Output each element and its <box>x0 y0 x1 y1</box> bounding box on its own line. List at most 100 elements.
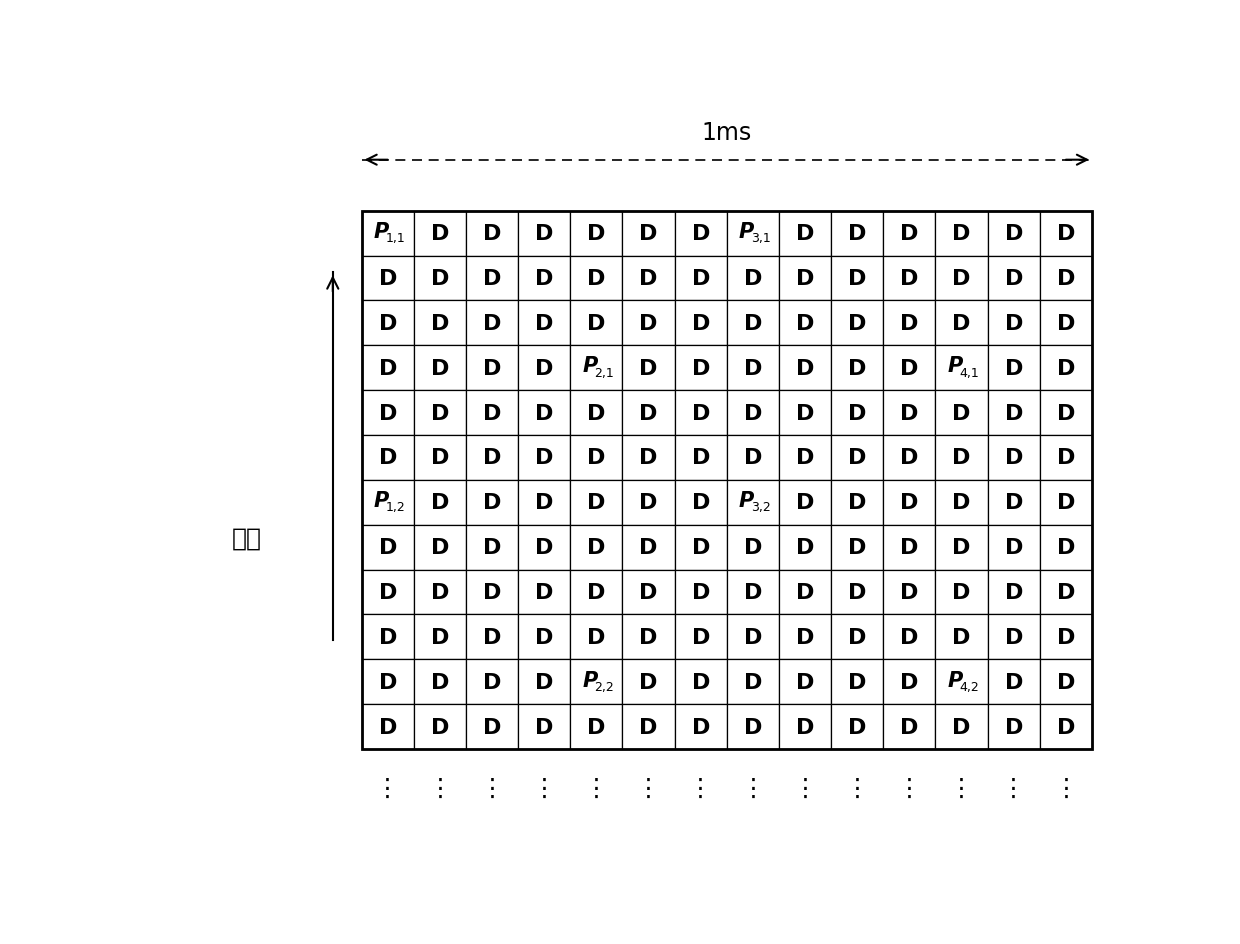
Bar <box>987 525 1040 570</box>
Text: D: D <box>692 672 709 692</box>
Bar <box>935 256 987 301</box>
Text: D: D <box>482 672 501 692</box>
Text: D: D <box>692 627 709 648</box>
Bar <box>414 660 466 704</box>
Text: P: P <box>583 356 598 376</box>
Text: ⋮: ⋮ <box>949 776 975 800</box>
Bar <box>570 570 622 615</box>
Bar <box>466 391 518 435</box>
Bar <box>935 435 987 480</box>
Text: D: D <box>588 627 605 648</box>
Bar <box>622 660 675 704</box>
Text: ⋮: ⋮ <box>740 776 765 800</box>
Text: 3,1: 3,1 <box>751 232 770 244</box>
Text: D: D <box>848 269 867 289</box>
Bar <box>831 615 883 660</box>
Bar <box>779 346 831 391</box>
Text: D: D <box>534 627 553 648</box>
Bar <box>987 391 1040 435</box>
Bar <box>935 660 987 704</box>
Text: D: D <box>534 359 553 379</box>
Text: D: D <box>640 537 657 558</box>
Bar <box>622 346 675 391</box>
Text: D: D <box>482 403 501 423</box>
Bar <box>362 256 414 301</box>
Bar <box>883 301 935 346</box>
Text: D: D <box>848 403 867 423</box>
Text: D: D <box>1004 224 1023 244</box>
Bar <box>466 256 518 301</box>
Bar <box>362 301 414 346</box>
Bar <box>518 211 570 256</box>
Bar <box>1040 615 1092 660</box>
Bar <box>987 704 1040 750</box>
Bar <box>831 256 883 301</box>
Text: D: D <box>482 537 501 558</box>
Text: D: D <box>1004 269 1023 289</box>
Bar <box>831 660 883 704</box>
Bar <box>466 660 518 704</box>
Text: D: D <box>588 224 605 244</box>
Text: D: D <box>848 493 867 513</box>
Text: D: D <box>900 627 919 648</box>
Bar <box>1040 525 1092 570</box>
Text: D: D <box>378 716 397 737</box>
Bar <box>727 346 779 391</box>
Text: D: D <box>744 672 763 692</box>
Bar <box>883 480 935 525</box>
Bar <box>727 615 779 660</box>
Text: D: D <box>430 716 449 737</box>
Text: D: D <box>1056 313 1075 333</box>
Text: D: D <box>430 269 449 289</box>
Text: D: D <box>692 582 709 602</box>
Text: ⋮: ⋮ <box>844 776 869 800</box>
Text: D: D <box>640 448 657 468</box>
Text: D: D <box>692 224 709 244</box>
Bar <box>675 615 727 660</box>
Bar <box>362 570 414 615</box>
Text: P: P <box>373 222 389 242</box>
Text: D: D <box>1056 672 1075 692</box>
Text: D: D <box>640 403 657 423</box>
Bar <box>622 211 675 256</box>
Bar <box>675 256 727 301</box>
Bar <box>883 525 935 570</box>
Bar <box>831 211 883 256</box>
Text: D: D <box>1056 627 1075 648</box>
Bar <box>831 346 883 391</box>
Bar <box>518 704 570 750</box>
Bar <box>414 435 466 480</box>
Bar <box>935 570 987 615</box>
Text: D: D <box>952 493 971 513</box>
Text: D: D <box>900 269 919 289</box>
Text: D: D <box>640 582 657 602</box>
Bar <box>466 346 518 391</box>
Bar <box>727 391 779 435</box>
Text: P: P <box>947 670 963 690</box>
Bar <box>570 704 622 750</box>
Bar <box>570 660 622 704</box>
Text: ⋮: ⋮ <box>480 776 505 800</box>
Text: D: D <box>692 716 709 737</box>
Bar <box>987 570 1040 615</box>
Text: D: D <box>796 448 815 468</box>
Text: D: D <box>796 359 815 379</box>
Bar <box>518 435 570 480</box>
Bar <box>466 211 518 256</box>
Text: D: D <box>1056 582 1075 602</box>
Text: D: D <box>692 313 709 333</box>
Bar <box>987 435 1040 480</box>
Text: D: D <box>1056 716 1075 737</box>
Text: D: D <box>534 313 553 333</box>
Bar <box>727 570 779 615</box>
Text: D: D <box>640 493 657 513</box>
Bar <box>362 391 414 435</box>
Text: D: D <box>1056 493 1075 513</box>
Bar <box>570 391 622 435</box>
Text: D: D <box>692 359 709 379</box>
Text: D: D <box>692 403 709 423</box>
Bar <box>622 525 675 570</box>
Bar <box>831 435 883 480</box>
Text: ⋮: ⋮ <box>792 776 817 800</box>
Text: 3,2: 3,2 <box>751 500 770 514</box>
